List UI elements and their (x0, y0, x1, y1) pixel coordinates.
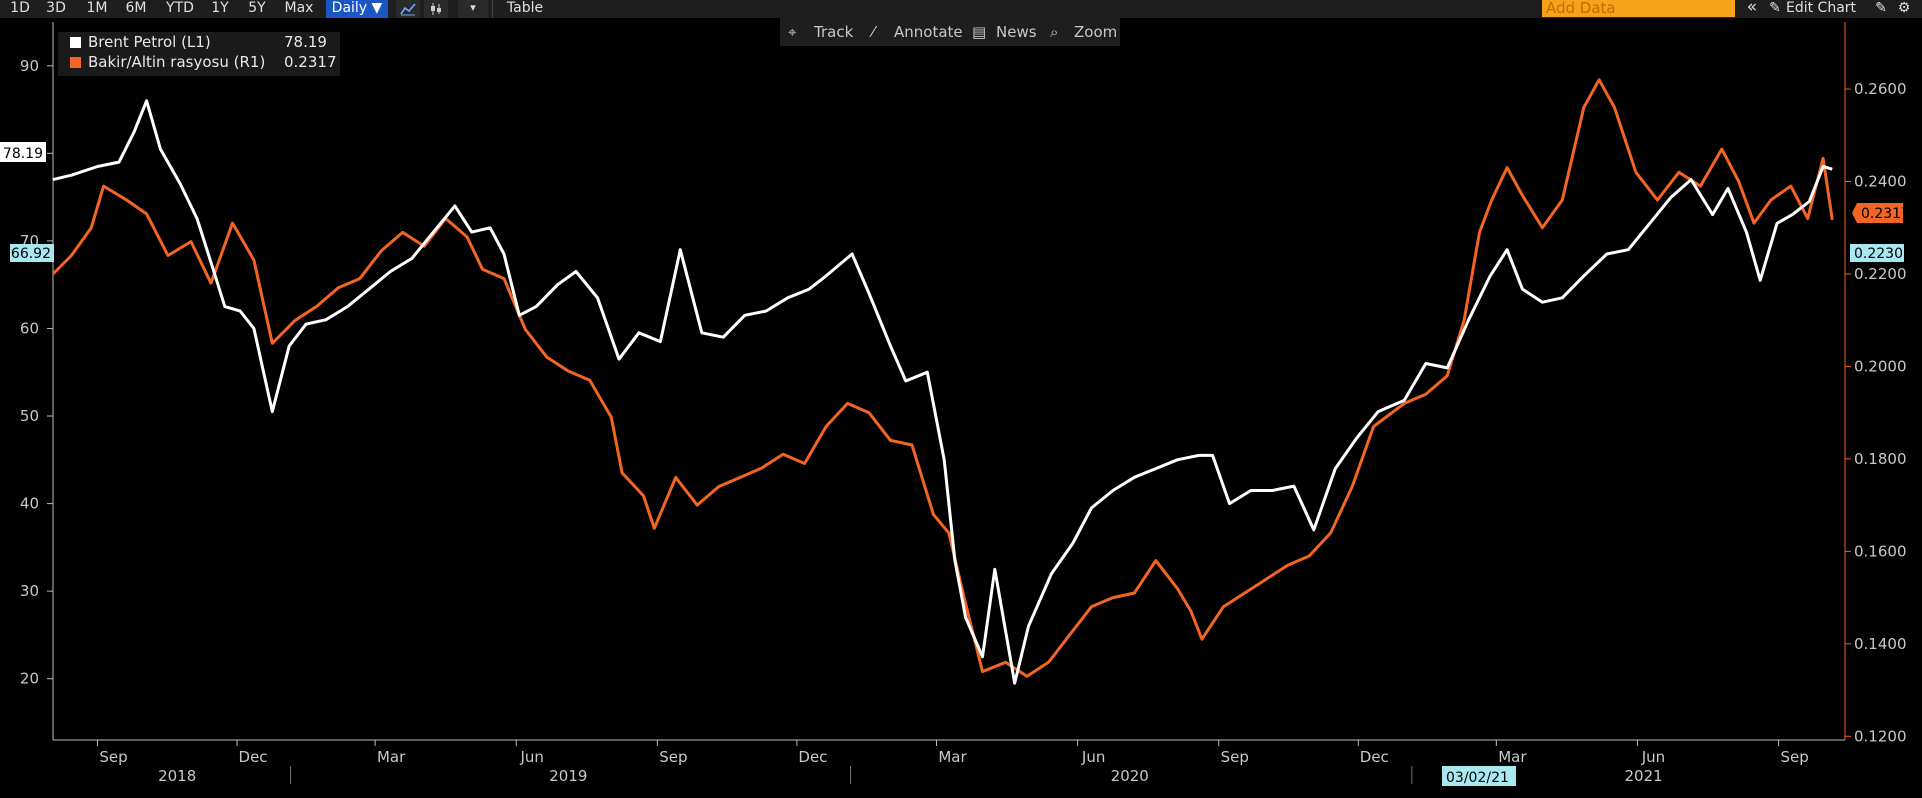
year-label: 2020 (1111, 767, 1149, 785)
annotate-icon: ⁄ (872, 23, 875, 41)
chart-type-dropdown[interactable]: ▾ (458, 0, 488, 18)
track-button[interactable]: Track (814, 23, 854, 41)
year-label: 2019 (549, 767, 587, 785)
period-1d-button[interactable]: 1D (10, 0, 30, 16)
year-label: 2018 (158, 767, 196, 785)
news-button[interactable]: News (996, 23, 1037, 41)
x-tick-label: Mar (1498, 748, 1527, 766)
period-1m-button[interactable]: 1M (86, 0, 108, 16)
edit-icon[interactable]: ✎ (1875, 0, 1887, 16)
left-tick-label: 90 (20, 57, 39, 75)
zoom-button[interactable]: Zoom (1074, 23, 1118, 41)
right-tick-label: 0.1400 (1854, 635, 1907, 653)
legend-swatch-brent (70, 37, 81, 48)
left-tick-label: 50 (20, 407, 39, 425)
chart-legend: Brent Petrol (L1) 78.19 Bakir/Altin rasy… (58, 32, 340, 76)
edit-chart-button[interactable]: Edit Chart (1786, 0, 1857, 16)
right-tick-label: 0.2600 (1854, 80, 1907, 98)
x-tick-label: Mar (377, 748, 406, 766)
settings-icon[interactable]: ⚙ (1897, 0, 1911, 16)
legend-swatch-ratio (70, 57, 81, 68)
add-data-input[interactable]: Add Data (1542, 0, 1735, 17)
x-tick-label: Sep (1780, 748, 1808, 766)
right-last-value-badge: 0.2317 (1861, 206, 1910, 222)
line-chart-icon[interactable] (396, 0, 420, 18)
right-tick-label: 0.2000 (1854, 357, 1907, 375)
right-crosshair-badge-bg (1850, 244, 1904, 262)
news-icon: ▤ (972, 23, 987, 41)
left-tick-label: 40 (20, 495, 39, 513)
top-toolbar: 1D 3D 1M 6M YTD 1Y 5Y Max Daily ▼ ▾ Tabl… (0, 0, 1922, 18)
legend-label-brent: Brent Petrol (L1) (88, 33, 211, 51)
date-crosshair-badge: 03/02/21 (1446, 770, 1509, 786)
left-tick-label: 20 (20, 670, 39, 688)
period-1y-button[interactable]: 1Y (211, 0, 229, 16)
period-6m-button[interactable]: 6M (125, 0, 147, 16)
chart-toolbar: ⌖ Track ⁄ Annotate ▤ News ⌕ Zoom (780, 18, 1120, 46)
pencil-icon: ✎ (1769, 0, 1781, 16)
zoom-icon: ⌕ (1050, 23, 1059, 41)
x-tick-label: Dec (798, 748, 827, 766)
x-tick-label: Jun (1081, 748, 1105, 766)
x-tick-label: Jun (520, 748, 544, 766)
right-tick-label: 0.2200 (1854, 265, 1907, 283)
table-button[interactable]: Table (506, 0, 544, 16)
left-tick-label: 60 (20, 319, 39, 337)
x-tick-label: Sep (1221, 748, 1249, 766)
x-tick-label: Jun (1641, 748, 1665, 766)
right-crosshair-badge: 0.2230 (1854, 246, 1903, 262)
frequency-dropdown[interactable]: Daily ▼ (326, 0, 388, 18)
legend-label-ratio: Bakir/Altin rasyosu (R1) (88, 53, 266, 71)
period-max-button[interactable]: Max (284, 0, 314, 16)
x-tick-label: Sep (99, 748, 127, 766)
legend-value-ratio: 0.2317 (284, 53, 337, 71)
left-last-value-badge-bg (0, 142, 46, 162)
annotate-button[interactable]: Annotate (894, 23, 963, 41)
left-tick-label: 70 (20, 232, 39, 250)
left-tick-label: 30 (20, 582, 39, 600)
ratio-line (51, 78, 1834, 678)
left-last-value-badge: 78.19 (3, 146, 43, 162)
brent-line (52, 99, 1833, 685)
right-last-value-pointer (1852, 203, 1903, 223)
period-5y-button[interactable]: 5Y (248, 0, 266, 16)
right-tick-label: 0.1800 (1854, 450, 1907, 468)
legend-value-brent: 78.19 (284, 33, 327, 51)
collapse-icon[interactable]: « (1746, 0, 1758, 17)
right-tick-label: 0.2400 (1854, 173, 1907, 191)
x-tick-label: Dec (239, 748, 268, 766)
left-crosshair-badge-bg (10, 244, 54, 262)
left-crosshair-badge: 66.92 (11, 246, 51, 262)
period-3d-button[interactable]: 3D (46, 0, 66, 16)
x-tick-label: Sep (659, 748, 687, 766)
date-crosshair-badge-bg (1442, 766, 1516, 786)
year-label: 2021 (1625, 767, 1663, 785)
crosshair-icon: ⌖ (788, 23, 797, 41)
left-tick-label: 80 (20, 144, 39, 162)
x-tick-label: Dec (1360, 748, 1389, 766)
period-ytd-button[interactable]: YTD (166, 0, 194, 16)
right-tick-label: 0.1600 (1854, 542, 1907, 560)
x-tick-label: Mar (938, 748, 967, 766)
toolbar-divider (492, 0, 493, 18)
candlestick-icon[interactable] (424, 0, 448, 18)
right-tick-label: 0.1200 (1854, 727, 1907, 745)
